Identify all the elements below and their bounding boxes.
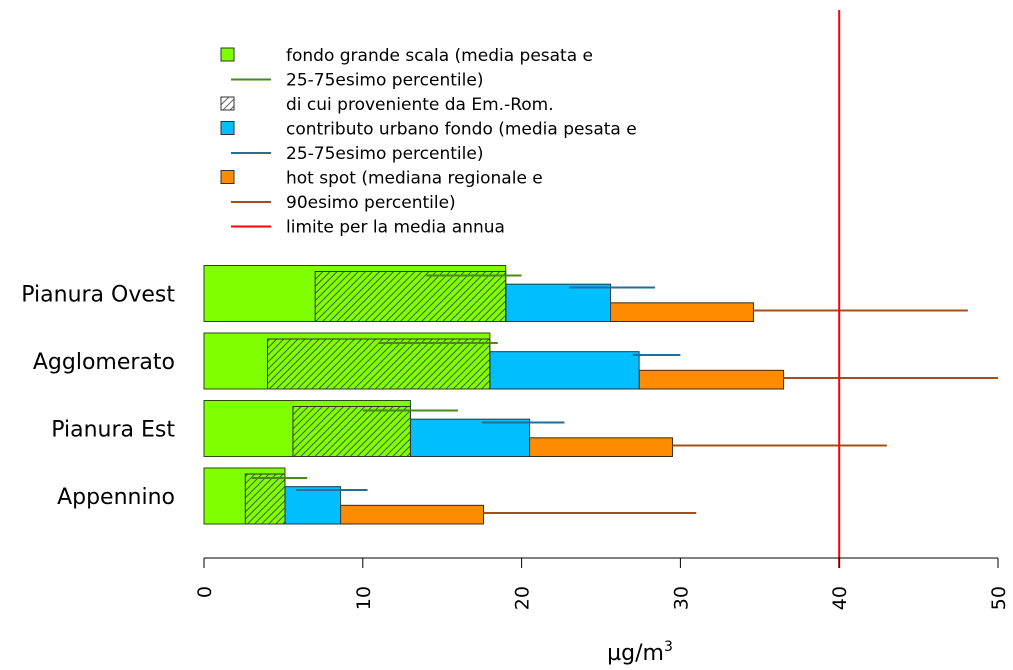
urban-bar-pianura-ovest [505, 283, 612, 322]
x-tick-label-50: 50 [988, 586, 1010, 610]
legend-text-3: contributo urbano fondo (media pesata e [286, 120, 637, 140]
legend-text-5: hot spot (mediana regionale e [286, 169, 543, 189]
hotspot-bar-agglomerato [638, 369, 785, 390]
x-tick-label-30: 30 [670, 586, 692, 610]
x-axis-title: µg/m3 [607, 639, 673, 666]
em-rom-bar-pianura-est [292, 406, 411, 457]
x-tick-label-10: 10 [353, 586, 375, 610]
legend-text-7: limite per la media annua [286, 218, 505, 238]
urban-bar-pianura-est [409, 418, 531, 457]
category-label-pianura-est: Pianura Est [51, 418, 175, 443]
category-label-pianura-ovest: Pianura Ovest [21, 283, 175, 308]
urban-bar-appennino [284, 486, 342, 525]
x-axis: 0 10 20 30 40 50 [194, 557, 1010, 610]
em-rom-bar-pianura-ovest [314, 271, 507, 322]
em-rom-bar-appennino [244, 473, 286, 525]
plot-area: Appennino Pianura Est Agglomerato Pianura O… [21, 10, 998, 568]
hotspot-bar-pianura-est [529, 437, 673, 458]
em-rom-bar-agglomerato [267, 338, 491, 390]
legend-symbol-blue-box [220, 121, 235, 135]
x-tick-label-0: 0 [194, 586, 216, 598]
x-tick-label-20: 20 [512, 586, 534, 610]
hotspot-bar-appennino [340, 504, 484, 525]
legend-symbol-green-box [220, 47, 235, 62]
legend-symbol-orange-box [220, 170, 235, 184]
category-label-appennino: Appennino [57, 485, 175, 510]
hotspot-bar-pianura-ovest [610, 302, 754, 323]
legend-text-6: 90esimo percentile) [286, 193, 456, 213]
legend-text-4: 25-75esimo percentile) [286, 144, 483, 164]
x-tick-label-40: 40 [829, 586, 851, 610]
legend: fondo grande scala (media pesata e 25-75e… [220, 46, 637, 238]
legend-symbol-hatched-box [220, 96, 235, 111]
category-label-agglomerato: Agglomerato [33, 350, 175, 375]
legend-text-2: di cui proveniente da Em.-Rom. [286, 95, 554, 115]
legend-text-1: 25-75esimo percentile) [286, 71, 483, 91]
legend-text-0: fondo grande scala (media pesata e [286, 46, 593, 66]
urban-bar-agglomerato [489, 351, 640, 390]
